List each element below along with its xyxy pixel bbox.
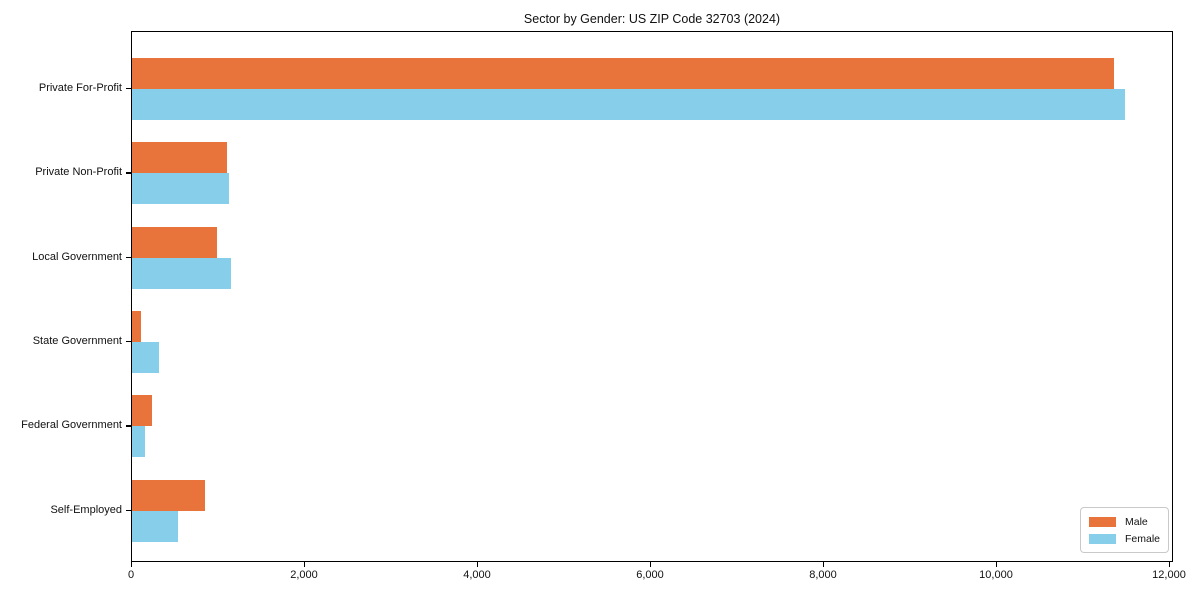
x-tick-label: 10,000 [979, 569, 1013, 581]
male-color-swatch [1089, 516, 1116, 527]
y-tick-mark [126, 340, 131, 343]
bar-male-3 [132, 226, 217, 258]
x-tick-mark [131, 562, 133, 567]
y-tick-mark [126, 88, 131, 90]
bar-male-6 [132, 479, 205, 511]
y-tick-mark [126, 509, 131, 511]
legend-item-male: Male [1089, 516, 1168, 528]
x-tick-mark [650, 562, 652, 567]
plot-area [131, 31, 1173, 562]
x-tick-mark [304, 562, 306, 567]
y-tick-mark [126, 172, 131, 174]
bar-female-5 [132, 426, 145, 458]
y-tick-label: Private For-Profit [38, 82, 122, 94]
female-color-swatch [1089, 533, 1116, 544]
legend: Male Female [1080, 507, 1169, 553]
y-tick-label: Federal Government [21, 419, 122, 432]
x-tick-mark [1169, 562, 1171, 567]
x-tick-mark [996, 562, 998, 567]
y-tick-mark [126, 425, 131, 427]
x-tick-label: 6,000 [636, 569, 664, 581]
x-tick-label: 2,000 [290, 569, 318, 581]
x-tick-label: 0 [127, 569, 135, 581]
bar-female-1 [132, 89, 1125, 120]
y-tick-label: Local Government [32, 250, 122, 263]
y-tick-label: Self-Employed [50, 503, 122, 516]
y-tick-label: Private Non-Profit [35, 166, 122, 179]
x-tick-mark [477, 562, 479, 567]
y-tick-label: State Government [32, 334, 122, 347]
bar-male-5 [132, 395, 152, 427]
bar-male-2 [132, 142, 227, 174]
bar-male-1 [132, 58, 1114, 89]
legend-label-female: Female [1125, 532, 1161, 545]
chart-title: Sector by Gender: US ZIP Code 32703 (202… [523, 12, 781, 26]
y-tick-mark [126, 256, 131, 258]
legend-item-female: Female [1089, 533, 1168, 545]
bar-female-4 [132, 341, 159, 373]
x-tick-label: 8,000 [809, 569, 837, 581]
bar-male-4 [132, 310, 141, 342]
x-tick-label: 4,000 [463, 569, 491, 581]
bar-female-6 [132, 510, 178, 542]
legend-label-male: Male [1125, 515, 1148, 528]
x-tick-label: 12,000 [1152, 569, 1186, 581]
x-tick-mark [823, 562, 825, 567]
bar-female-3 [132, 257, 231, 289]
bar-female-2 [132, 173, 229, 205]
